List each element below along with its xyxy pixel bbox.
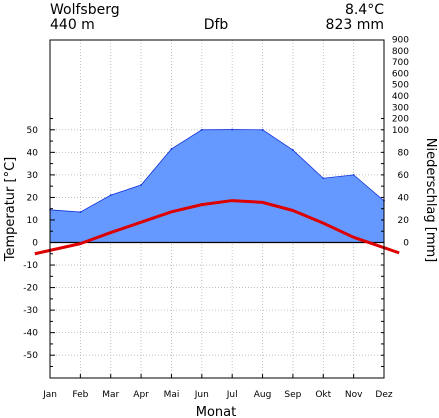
precipitation-point-jun: [200, 128, 203, 131]
precipitation-tick-label: 400: [392, 92, 409, 102]
precipitation-point-aug: [261, 128, 264, 131]
temperature-point-feb: [79, 242, 82, 245]
precipitation-area: [49, 129, 385, 243]
precipitation-point-sep: [292, 149, 294, 151]
temperature-point-sep: [291, 209, 295, 212]
precipitation-tick-label: 100: [392, 126, 409, 136]
precipitation-point-mai: [170, 148, 173, 150]
precipitation-tick-label: 60: [398, 171, 410, 181]
temperature-point-mai: [170, 210, 173, 214]
month-label-nov: Nov: [345, 390, 363, 400]
precipitation-point-nov: [352, 173, 355, 176]
precipitation-tick-label: 0: [403, 239, 409, 249]
precipitation-point-apr: [140, 184, 142, 186]
precipitation-point-okt: [322, 177, 325, 180]
x-axis-label: Monat: [196, 405, 236, 418]
temperature-point-jun: [200, 203, 204, 206]
month-label-aug: Aug: [254, 390, 272, 400]
temperature-tick-label: 20: [27, 193, 39, 203]
precipitation-tick-label: 80: [398, 148, 410, 158]
temperature-tick-label: 30: [27, 171, 39, 181]
temperature-point-jul: [230, 199, 234, 202]
temperature-point-mar: [109, 231, 112, 234]
temperature-tick-label: 50: [27, 126, 39, 136]
annual-precipitation: 823 mm: [326, 17, 384, 33]
month-label-mai: Mai: [164, 390, 180, 400]
temperature-tick-label: -40: [23, 329, 38, 339]
y-axis-right-label: Niederschlag [mm]: [423, 138, 438, 263]
precipitation-point-feb: [79, 211, 82, 213]
precipitation-tick-label: 900: [392, 36, 409, 46]
month-label-feb: Feb: [72, 390, 88, 400]
month-label-dez: Dez: [375, 390, 392, 400]
temperature-point-nov: [352, 236, 355, 239]
precipitation-tick-label: 20: [398, 216, 410, 226]
precipitation-tick-label: 500: [392, 81, 409, 91]
temperature-tick-label: -10: [23, 261, 38, 271]
elevation: 440 m: [50, 17, 95, 33]
temperature-tick-label: -30: [23, 306, 38, 316]
y-axis-left-label: Temperatur [°C]: [3, 157, 18, 263]
precipitation-tick-label: 200: [392, 115, 409, 125]
month-label-jun: Jun: [194, 390, 209, 400]
month-label-sep: Sep: [284, 390, 301, 400]
temperature-point-apr: [139, 221, 143, 224]
precipitation-tick-label: 700: [392, 58, 409, 68]
precipitation-tick-label: 300: [392, 103, 409, 113]
temperature-tick-label: -20: [23, 284, 38, 294]
station-name: Wolfsberg: [50, 2, 120, 18]
temperature-line: [34, 199, 400, 256]
mean-temperature: 8.4°C: [345, 2, 384, 18]
climate-class: Dfb: [204, 17, 229, 33]
precipitation-point-jul: [231, 128, 234, 131]
month-label-jul: Jul: [226, 390, 238, 400]
month-label-okt: Okt: [315, 390, 331, 400]
temperature-point-aug: [261, 201, 264, 204]
temperature-tick-label: 40: [27, 148, 39, 158]
month-label-apr: Apr: [133, 390, 149, 400]
precipitation-tick-label: 800: [392, 47, 409, 57]
plot-area: -50-40-30-20-100102030405002040608010020…: [23, 36, 409, 400]
temperature-tick-label: 10: [27, 216, 39, 226]
precipitation-tick-label: 600: [392, 69, 409, 79]
month-label-mar: Mar: [102, 390, 119, 400]
temperature-tick-label: 0: [32, 239, 38, 249]
temperature-tick-label: -50: [23, 351, 38, 361]
month-label-jan: Jan: [42, 390, 57, 400]
precipitation-point-mar: [109, 194, 112, 197]
temperature-point-okt: [322, 221, 325, 225]
precipitation-tick-label: 40: [398, 193, 410, 203]
